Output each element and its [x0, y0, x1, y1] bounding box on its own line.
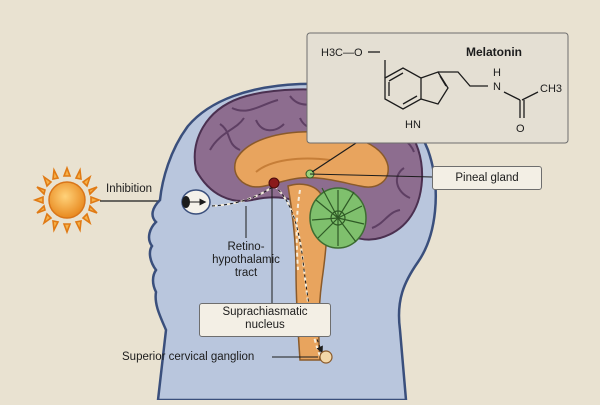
superior-cervical-ganglion-label: Superior cervical ganglion [122, 351, 255, 363]
sun-icon [32, 165, 102, 235]
pineal-leader-line [309, 173, 433, 178]
amide-n-label: N [493, 81, 501, 93]
melatonin-title: Melatonin [466, 45, 522, 59]
scg-node [319, 350, 333, 364]
retino-line-1: Retino- [227, 241, 265, 253]
carbonyl-o-label: O [516, 123, 525, 135]
scn-line-1: Suprachiasmatic [222, 306, 308, 318]
inner-brain-fold [255, 157, 331, 173]
retino-line-2: hypothalamic [212, 254, 280, 266]
scn-dot [268, 177, 280, 189]
melatonin-structure-box [306, 32, 569, 144]
methoxy-label: H3C—O [321, 47, 363, 59]
inhibition-label: Inhibition [106, 183, 153, 195]
melatonin-molecule [368, 51, 539, 118]
scn-label-box: Suprachiasmatic nucleus [199, 303, 331, 337]
cerebellum [309, 187, 367, 249]
hn-ring-label: HN [405, 119, 421, 131]
retino-line-3: tract [234, 267, 258, 279]
retino-tract-label: Retino- hypothalamic tract [198, 241, 294, 280]
pineal-gland-label: Pineal gland [432, 166, 542, 190]
amide-h-label: H [493, 67, 501, 79]
scn-line-2: nucleus [245, 319, 285, 331]
ch3-label: CH3 [540, 83, 562, 95]
